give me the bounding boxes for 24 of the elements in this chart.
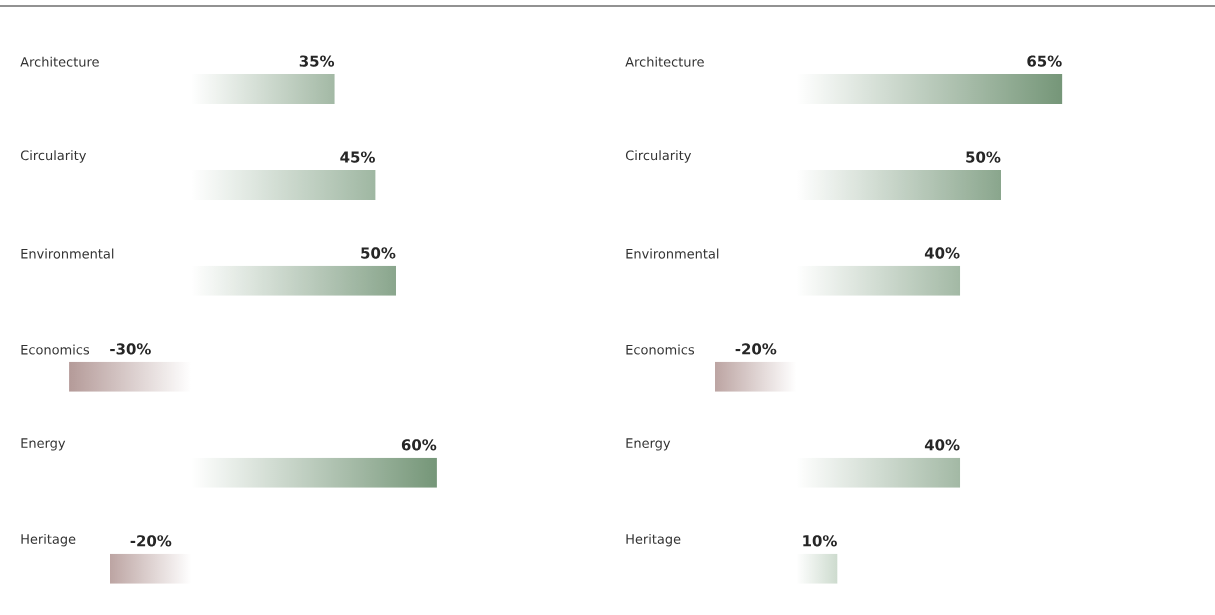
y-tick-label: Energy <box>21 438 66 451</box>
data-label: 60% <box>401 439 437 451</box>
y-tick-label: Heritage <box>626 533 681 547</box>
data-label: 50% <box>966 151 1001 163</box>
data-label: 40% <box>924 439 960 451</box>
data-label: -20% <box>735 343 777 355</box>
y-tick-label: Energy <box>626 438 671 451</box>
y-tick-label: Environmental <box>21 248 114 259</box>
y-tick-label: Economics <box>626 344 695 355</box>
y-tick-label: Heritage <box>21 533 76 547</box>
data-label: 35% <box>299 55 335 67</box>
data-label: 40% <box>924 247 960 259</box>
y-tick-label: Architecture <box>625 56 704 67</box>
y-tick-label: Circularity <box>625 150 692 163</box>
y-tick-label: Environmental <box>626 248 719 259</box>
data-label: 45% <box>340 151 375 163</box>
data-label: 65% <box>1027 55 1062 67</box>
data-label: -20% <box>130 535 172 547</box>
y-tick-label: Circularity <box>20 150 87 163</box>
data-label: -30% <box>110 343 151 355</box>
data-label: 10% <box>803 535 837 547</box>
y-tick-label: Architecture <box>20 56 99 67</box>
y-tick-label: Economics <box>21 344 90 355</box>
data-label: 50% <box>361 247 396 259</box>
